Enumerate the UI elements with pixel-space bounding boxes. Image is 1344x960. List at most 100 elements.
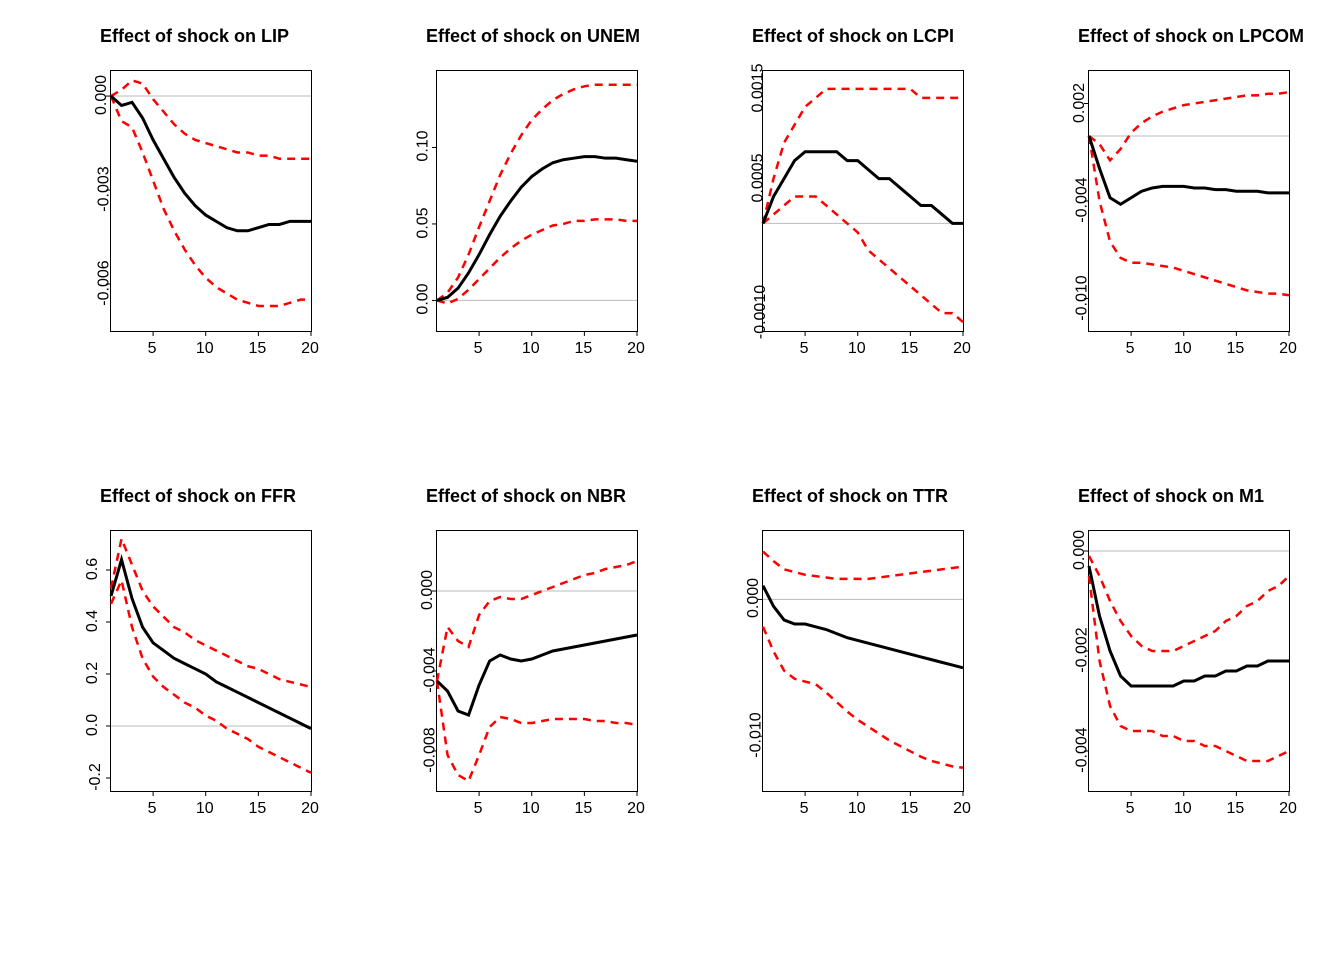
xtick-label: 20	[953, 340, 971, 358]
ytick-label: 0.000	[1071, 530, 1089, 570]
xtick-label: 20	[627, 340, 645, 358]
ytick-label: 0.10	[415, 131, 433, 162]
xtick-label: 15	[574, 340, 592, 358]
xtick-label: 10	[1174, 340, 1192, 358]
xtick-label: 10	[196, 340, 214, 358]
xtick-label: 15	[1226, 340, 1244, 358]
xtick-label: 10	[522, 800, 540, 818]
panel-title: Effect of shock on NBR	[426, 486, 626, 507]
ci-upper	[763, 89, 963, 223]
ci-upper	[111, 539, 311, 687]
ytick-label: -0.0010	[752, 285, 770, 339]
xtick-label: 20	[1279, 340, 1297, 358]
ytick-label: -0.004	[1074, 727, 1092, 772]
xtick-label: 5	[1126, 800, 1135, 818]
ytick-label: -0.006	[96, 260, 114, 305]
ci-lower	[437, 681, 637, 781]
ci-lower	[763, 627, 963, 768]
panel-title: Effect of shock on LPCOM	[1078, 26, 1304, 47]
panel-title: Effect of shock on M1	[1078, 486, 1264, 507]
plot-area	[436, 530, 638, 792]
plot-area	[762, 70, 964, 332]
ytick-label: -0.004	[1074, 177, 1092, 222]
xtick-label: 15	[900, 800, 918, 818]
ytick-label: -0.003	[96, 166, 114, 211]
plot-area	[110, 70, 312, 332]
xtick-label: 5	[148, 340, 157, 358]
xtick-label: 5	[474, 800, 483, 818]
ytick-label: -0.002	[1074, 627, 1092, 672]
plot-svg	[111, 531, 311, 791]
ytick-label: -0.008	[422, 727, 440, 772]
ci-upper	[1089, 556, 1289, 651]
xtick-label: 10	[522, 340, 540, 358]
panel-title: Effect of shock on TTR	[752, 486, 948, 507]
panel-title: Effect of shock on FFR	[100, 486, 296, 507]
ci-upper	[1089, 92, 1289, 160]
ci-upper	[437, 85, 637, 301]
panel: Effect of shock on LPCOM 5 10 15 20 -0.010 -0.…	[998, 20, 1324, 480]
ytick-label: -0.004	[422, 647, 440, 692]
ytick-label: -0.2	[87, 763, 105, 791]
median-line	[111, 96, 311, 231]
xtick-label: 10	[1174, 800, 1192, 818]
plot-area	[1088, 530, 1290, 792]
median-line	[1089, 136, 1289, 204]
median-line	[1089, 566, 1289, 686]
xtick-label: 15	[900, 340, 918, 358]
ytick-label: 0.0	[84, 714, 102, 736]
xtick-label: 20	[1279, 800, 1297, 818]
plot-area	[762, 530, 964, 792]
ytick-label: 0.002	[1071, 82, 1089, 122]
xtick-label: 5	[1126, 340, 1135, 358]
plot-svg	[437, 71, 637, 331]
plot-svg	[111, 71, 311, 331]
plot-svg	[1089, 71, 1289, 331]
xtick-label: 20	[301, 800, 319, 818]
ytick-label: 0.05	[415, 207, 433, 238]
xtick-label: 15	[248, 800, 266, 818]
plot-area	[436, 70, 638, 332]
panel: Effect of shock on FFR5101520-0.20.00.20…	[20, 480, 346, 940]
xtick-label: 10	[848, 800, 866, 818]
ytick-label: -0.010	[748, 713, 766, 758]
panel-title: Effect of shock on LIP	[100, 26, 289, 47]
ytick-label: 0.000	[745, 578, 763, 618]
xtick-label: 5	[148, 800, 157, 818]
ci-lower	[763, 197, 963, 323]
median-line	[763, 152, 963, 224]
xtick-label: 15	[248, 340, 266, 358]
ytick-label: 0.4	[84, 610, 102, 632]
median-line	[437, 157, 637, 301]
ytick-label: 0.2	[84, 662, 102, 684]
median-line	[763, 586, 963, 668]
panel: Effect of shock on TTR 5 10 15 20 -0.010 0.000	[672, 480, 998, 940]
panel-title: Effect of shock on UNEM	[426, 26, 640, 47]
xtick-label: 15	[574, 800, 592, 818]
panel: Effect of shock on NBR5101520-0.008-0.00…	[346, 480, 672, 940]
ytick-label: 0.6	[84, 558, 102, 580]
ci-lower	[1089, 136, 1289, 295]
ci-lower	[437, 219, 637, 303]
panel: Effect of shock on M15101520-0.004-0.002…	[998, 480, 1324, 940]
xtick-label: 20	[953, 800, 971, 818]
ytick-label: -0.010	[1074, 275, 1092, 320]
ytick-label: 0.00	[415, 284, 433, 315]
panel: Effect of shock on LIP 5 10 15 20 -0.006 -0.00…	[20, 20, 346, 480]
plot-area	[1088, 70, 1290, 332]
median-line	[437, 635, 637, 715]
ytick-label: 0.0015	[749, 63, 767, 112]
plot-svg	[437, 531, 637, 791]
panel-title: Effect of shock on LCPI	[752, 26, 954, 47]
xtick-label: 5	[800, 800, 809, 818]
panel: Effect of shock on LCPI 5 10 15 20 -0.0010 0.0…	[672, 20, 998, 480]
plot-area	[110, 530, 312, 792]
xtick-label: 10	[848, 340, 866, 358]
xtick-label: 5	[800, 340, 809, 358]
plot-svg	[763, 71, 963, 331]
chart-grid: Effect of shock on LIP 5 10 15 20 -0.006 -0.00…	[20, 20, 1324, 940]
panel: Effect of shock on UNEM51015200.000.050.…	[346, 20, 672, 480]
ytick-label: 0.0005	[749, 153, 767, 202]
xtick-label: 20	[301, 340, 319, 358]
ci-upper	[763, 552, 963, 579]
